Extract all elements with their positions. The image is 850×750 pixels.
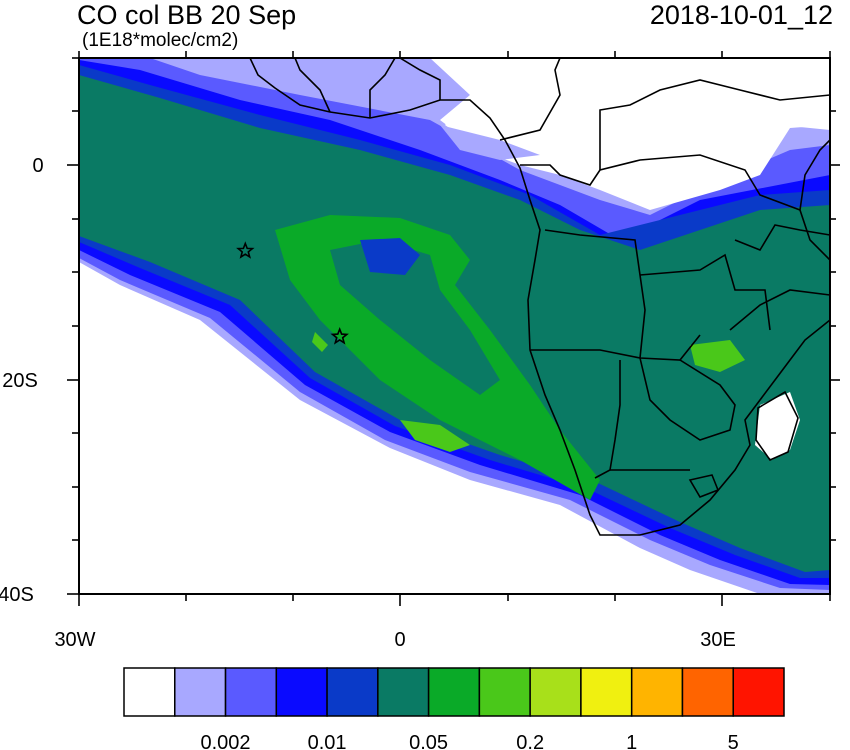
contour-lightgreen bbox=[400, 420, 470, 452]
colorbar-swatch-4 bbox=[326, 667, 379, 717]
africa-east-coast bbox=[799, 139, 830, 261]
datetime-label: 2018-10-01_12 bbox=[649, 0, 833, 30]
border-10 bbox=[294, 58, 331, 113]
colorbar-swatch-12 bbox=[732, 667, 785, 717]
marker-layer bbox=[236, 241, 349, 345]
border-5 bbox=[639, 357, 736, 441]
star-marker-2 bbox=[330, 326, 349, 345]
border-7 bbox=[599, 79, 830, 170]
contour-pocket-2 bbox=[360, 238, 420, 275]
lesotho bbox=[688, 474, 720, 498]
map-field bbox=[79, 58, 830, 594]
lon-label-0: 0 bbox=[394, 629, 405, 651]
colorbar-tick-label: 0.002 bbox=[200, 732, 250, 750]
colorbar-swatch-1 bbox=[174, 667, 227, 717]
colorbar-tick-label: 0.2 bbox=[516, 732, 544, 750]
contour-hole bbox=[330, 240, 500, 395]
colorbar-tick-label: 0.01 bbox=[308, 732, 347, 750]
colorbar-tick-label: 0.05 bbox=[409, 732, 448, 750]
colorbar-tick-label: 5 bbox=[728, 732, 739, 750]
contour-lightgreen-3 bbox=[690, 340, 745, 372]
border-11 bbox=[369, 58, 396, 118]
lon-label-30w: 30W bbox=[54, 629, 95, 651]
land-clear-north bbox=[430, 58, 830, 210]
colorbar-swatch-7 bbox=[478, 667, 531, 717]
colorbar-swatch-9 bbox=[580, 667, 633, 717]
border-9 bbox=[399, 58, 441, 100]
colorbar-swatch-6 bbox=[427, 667, 481, 717]
land-light-north bbox=[440, 125, 540, 160]
colorbar: 0.002 0.01 0.05 0.2 1 5 bbox=[123, 667, 785, 750]
colorbar-swatch-10 bbox=[630, 667, 684, 717]
border-6 bbox=[520, 154, 801, 211]
lat-label-20s: 20S bbox=[2, 370, 38, 392]
tick-marks bbox=[67, 51, 840, 606]
coastlines bbox=[249, 58, 830, 536]
ocean-clear-south bbox=[79, 270, 760, 594]
border-3 bbox=[544, 229, 646, 359]
colorbar-tick-label: 1 bbox=[626, 732, 637, 750]
colorbar-swatch-0 bbox=[123, 667, 176, 717]
colorbar-swatch-2 bbox=[224, 667, 278, 717]
units-label: (1E18*molec/cm2) bbox=[82, 30, 239, 51]
madagascar-clear bbox=[755, 392, 800, 460]
border-8 bbox=[499, 58, 561, 141]
lat-label-0: 0 bbox=[32, 155, 43, 177]
star-marker-1 bbox=[236, 241, 255, 259]
border-14 bbox=[734, 224, 830, 251]
colorbar-swatch-8 bbox=[529, 667, 582, 717]
border-12 bbox=[729, 289, 830, 331]
madagascar bbox=[755, 390, 799, 461]
colorbar-swatch-5 bbox=[377, 667, 430, 717]
colorbar-swatch-3 bbox=[275, 667, 328, 717]
border-4 bbox=[639, 253, 771, 331]
lat-label-40s: 40S bbox=[0, 584, 34, 606]
colorbar-swatch-11 bbox=[681, 667, 734, 717]
lon-label-30e: 30E bbox=[700, 629, 736, 651]
border-2 bbox=[594, 360, 621, 479]
contour-lightgreen-2 bbox=[312, 332, 328, 352]
map-title: CO col BB 20 Sep bbox=[77, 0, 297, 30]
